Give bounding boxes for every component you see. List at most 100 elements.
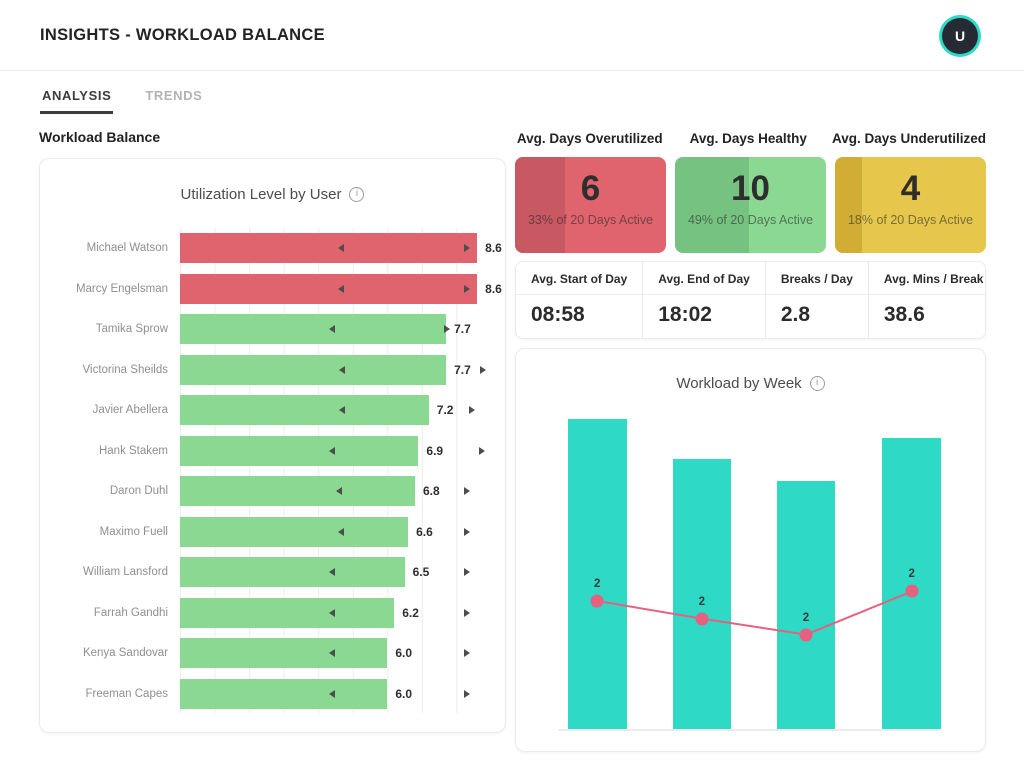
bar-value-label: 6.9 (426, 443, 444, 458)
main-content: Workload Balance Utilization Level by Us… (0, 114, 1024, 752)
week-bar (567, 418, 627, 729)
summary-card-value: 10 (731, 169, 770, 208)
daily-stat-label: Avg. Start of Day (516, 262, 643, 295)
utilization-bar (180, 516, 409, 547)
daily-stats-card: Avg. Start of Day 08:58 Avg. End of Day 18:… (515, 261, 986, 339)
utilization-bar (180, 435, 419, 466)
utilization-row: 8.6 (180, 228, 502, 269)
summary-card-title: Avg. Days Overutilized (516, 131, 663, 146)
min-marker-icon (337, 527, 344, 536)
min-marker-icon (329, 608, 336, 617)
min-marker-icon (337, 244, 344, 253)
utilization-bar (180, 638, 388, 668)
bar-value-label: 6.6 (416, 524, 433, 539)
min-marker-icon (339, 406, 346, 415)
user-label: Michael Watson (86, 242, 168, 255)
summary-card: 10 49% of 20 Days Active (675, 157, 826, 253)
utilization-chart-title: Utilization Level by User i (54, 186, 491, 203)
week-point-label: 2 (802, 611, 810, 624)
utilization-bar (180, 476, 415, 506)
insights-right-column: Avg. Days Overutilized Avg. Days Healthy A… (515, 128, 986, 752)
avatar-initial: U (954, 27, 966, 44)
bar-value-label: 6.8 (422, 484, 440, 499)
bar-value-label: 7.7 (454, 362, 471, 377)
user-label: Freeman Capes (85, 687, 168, 700)
daily-stat-value: 08:58 (531, 303, 585, 326)
user-label: Javier Abellera (92, 404, 168, 417)
week-line-point (695, 612, 709, 626)
min-marker-icon (338, 365, 345, 374)
daily-stat-label: Avg. End of Day (643, 262, 765, 295)
info-icon[interactable]: i (809, 376, 825, 391)
utilization-row: 6.2 (180, 593, 491, 634)
min-marker-icon (329, 689, 336, 698)
min-marker-icon (335, 487, 342, 496)
utilization-bar (180, 395, 429, 425)
user-label: Victorina Sheilds (82, 363, 168, 376)
max-marker-icon (463, 608, 470, 617)
summary-cards-row: 6 33% of 20 Days Active 10 49% of 20 Days A… (515, 157, 986, 253)
user-label: Hank Stakem (98, 444, 168, 457)
daily-stat-value: 38.6 (883, 303, 925, 326)
utilization-row: 7.7 (180, 309, 491, 350)
utilization-bar (180, 597, 395, 628)
section-title: Workload Balance (39, 129, 161, 145)
user-label: Farrah Gandhi (93, 606, 168, 619)
max-marker-icon (463, 649, 470, 658)
summary-card-title: Avg. Days Underutilized (831, 131, 986, 146)
user-avatar[interactable]: U (942, 17, 978, 54)
tab-bar: ANALYSIS TRENDS (0, 71, 1024, 114)
utilization-row: 8.6 (180, 269, 502, 310)
utilization-chart: Michael Watson Marcy Engelsman Tamika Spro… (54, 228, 502, 714)
utilization-bar (180, 557, 405, 587)
summary-card: 6 33% of 20 Days Active (515, 157, 666, 253)
daily-stat-cell: Breaks / Day 2.8 (764, 262, 868, 338)
summary-card-subtitle: 49% of 20 Days Active (687, 213, 814, 228)
max-marker-icon (479, 365, 486, 374)
min-marker-icon (329, 649, 336, 658)
max-marker-icon (463, 568, 470, 577)
utilization-row: 6.5 (180, 552, 491, 593)
bar-value-label: 8.6 (485, 241, 502, 256)
daily-stat-cell: Avg. Mins / Break 38.6 (867, 262, 985, 338)
app-header: INSIGHTS - WORKLOAD BALANCE U (0, 0, 1024, 71)
page-title: INSIGHTS - WORKLOAD BALANCE (40, 26, 325, 44)
daily-stat-cell: Avg. Start of Day 08:58 (516, 262, 643, 338)
user-label: Tamika Sprow (95, 323, 168, 336)
min-marker-icon (329, 446, 336, 455)
week-bar (672, 458, 732, 729)
info-icon[interactable]: i (349, 187, 365, 202)
bar-value-label: 8.6 (485, 281, 502, 296)
utilization-row: 6.9 (180, 431, 491, 472)
week-bar (882, 437, 941, 729)
utilization-card: Utilization Level by User i Michael Wats… (39, 158, 506, 733)
user-label: Marcy Engelsman (75, 282, 168, 295)
week-point-label: 2 (908, 568, 915, 581)
summary-card-value: 4 (900, 169, 921, 208)
utilization-bar (180, 233, 478, 263)
week-bar (776, 481, 836, 729)
summary-card-fill (515, 157, 565, 253)
week-point-label: 2 (698, 595, 706, 608)
user-labels-column: Michael Watson Marcy Engelsman Tamika Spro… (54, 228, 180, 714)
utilization-row: 6.8 (180, 471, 491, 512)
summary-card-fill (835, 157, 863, 253)
max-marker-icon (463, 487, 470, 496)
bar-value-label: 7.7 (454, 322, 471, 337)
week-point-label: 2 (594, 578, 601, 590)
min-marker-icon (337, 284, 344, 293)
week-line-point (905, 584, 919, 598)
week-line (558, 409, 941, 729)
utilization-row: 7.7 (180, 350, 491, 391)
summary-card: 4 18% of 20 Days Active (835, 157, 986, 253)
utilization-row: 7.2 (180, 390, 491, 431)
bar-value-label: 6.0 (395, 686, 413, 701)
utilization-row: 6.0 (180, 633, 491, 674)
max-marker-icon (478, 446, 485, 455)
bar-value-label: 6.0 (395, 646, 413, 661)
max-marker-icon (463, 527, 470, 536)
week-plot-area: 2 2 2 2 (558, 409, 941, 731)
tab-analysis[interactable]: ANALYSIS (40, 88, 114, 114)
max-marker-icon (463, 689, 470, 698)
tab-trends[interactable]: TRENDS (145, 88, 203, 103)
